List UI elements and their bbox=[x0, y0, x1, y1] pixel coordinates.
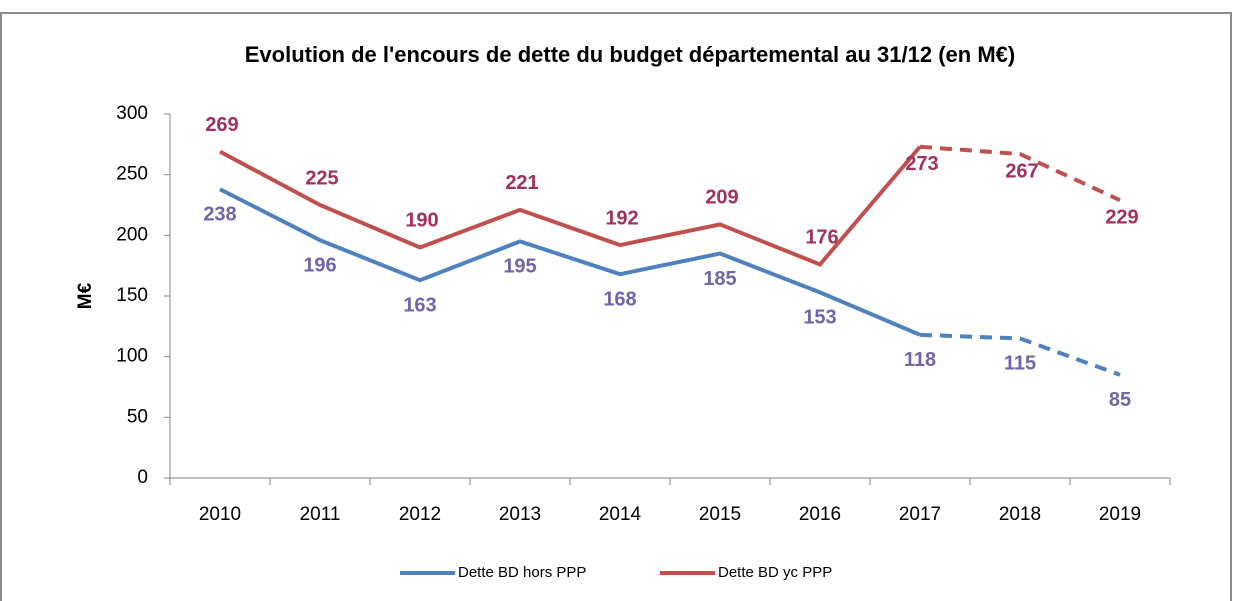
chart-frame bbox=[0, 12, 1232, 601]
line-series-dashed bbox=[919, 144, 1121, 202]
data-label: 118 bbox=[904, 349, 936, 371]
data-label: 153 bbox=[803, 307, 836, 329]
data-label: 195 bbox=[503, 256, 536, 278]
y-tick-label: 50 bbox=[127, 406, 148, 427]
x-tick-label: 2017 bbox=[899, 504, 941, 525]
y-tick-label: 150 bbox=[116, 285, 148, 306]
data-label: 225 bbox=[305, 167, 338, 189]
y-tick-label: 250 bbox=[116, 164, 148, 185]
data-label: 273 bbox=[905, 153, 938, 175]
data-label: 238 bbox=[203, 204, 236, 226]
data-label: 267 bbox=[1005, 160, 1038, 182]
legend-label: Dette BD yc PPP bbox=[718, 564, 832, 581]
x-tick-label: 2013 bbox=[499, 504, 541, 525]
y-tick-label: 300 bbox=[116, 103, 148, 124]
data-label: 190 bbox=[405, 210, 438, 232]
x-tick-label: 2019 bbox=[1099, 504, 1141, 525]
x-tick-label: 2015 bbox=[699, 504, 741, 525]
data-label: 176 bbox=[805, 227, 838, 249]
data-label: 185 bbox=[703, 268, 736, 290]
data-label: 221 bbox=[505, 172, 538, 194]
line-series bbox=[219, 187, 921, 337]
legend-label: Dette BD hors PPP bbox=[458, 564, 586, 581]
x-tick-label: 2016 bbox=[799, 504, 841, 525]
y-tick-label: 100 bbox=[116, 346, 148, 367]
x-tick-label: 2018 bbox=[999, 504, 1041, 525]
line-series-dashed bbox=[919, 332, 1121, 377]
data-label: 168 bbox=[603, 288, 636, 310]
x-tick-label: 2011 bbox=[300, 504, 341, 525]
data-label: 115 bbox=[1004, 353, 1036, 375]
x-tick-label: 2010 bbox=[199, 504, 241, 525]
y-axis-label: M€ bbox=[75, 282, 96, 309]
data-label: 229 bbox=[1105, 206, 1138, 228]
x-tick-label: 2014 bbox=[599, 504, 642, 525]
data-label: 209 bbox=[705, 187, 738, 209]
x-tick-label: 2012 bbox=[399, 504, 441, 525]
chart-title: Evolution de l'encours de dette du budge… bbox=[245, 42, 1015, 67]
data-label: 269 bbox=[205, 114, 238, 136]
data-label: 85 bbox=[1109, 389, 1131, 411]
line-series bbox=[219, 145, 922, 267]
y-tick-label: 200 bbox=[116, 224, 148, 245]
data-label: 196 bbox=[303, 254, 336, 276]
data-label: 192 bbox=[605, 207, 638, 229]
y-tick-label: 0 bbox=[137, 467, 148, 488]
data-label: 163 bbox=[403, 295, 436, 317]
